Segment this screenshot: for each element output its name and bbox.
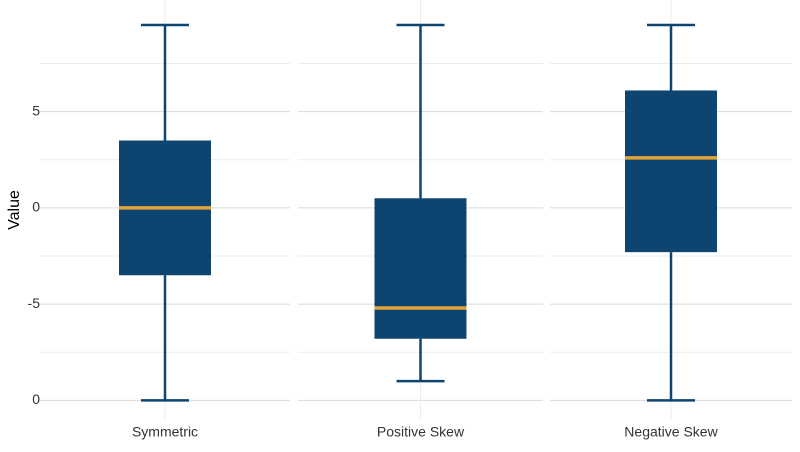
box [374, 198, 467, 339]
y-tick-label: 0 [32, 391, 40, 407]
y-tick-label: 5 [32, 102, 40, 118]
y-tick-label: -5 [28, 295, 41, 311]
x-tick-label: Symmetric [132, 424, 198, 440]
x-tick-label: Positive Skew [377, 424, 465, 440]
y-tick-label: 0 [32, 199, 40, 215]
box [625, 90, 717, 253]
x-tick-label: Negative Skew [624, 424, 718, 440]
y-axis-title: Value [6, 190, 23, 230]
